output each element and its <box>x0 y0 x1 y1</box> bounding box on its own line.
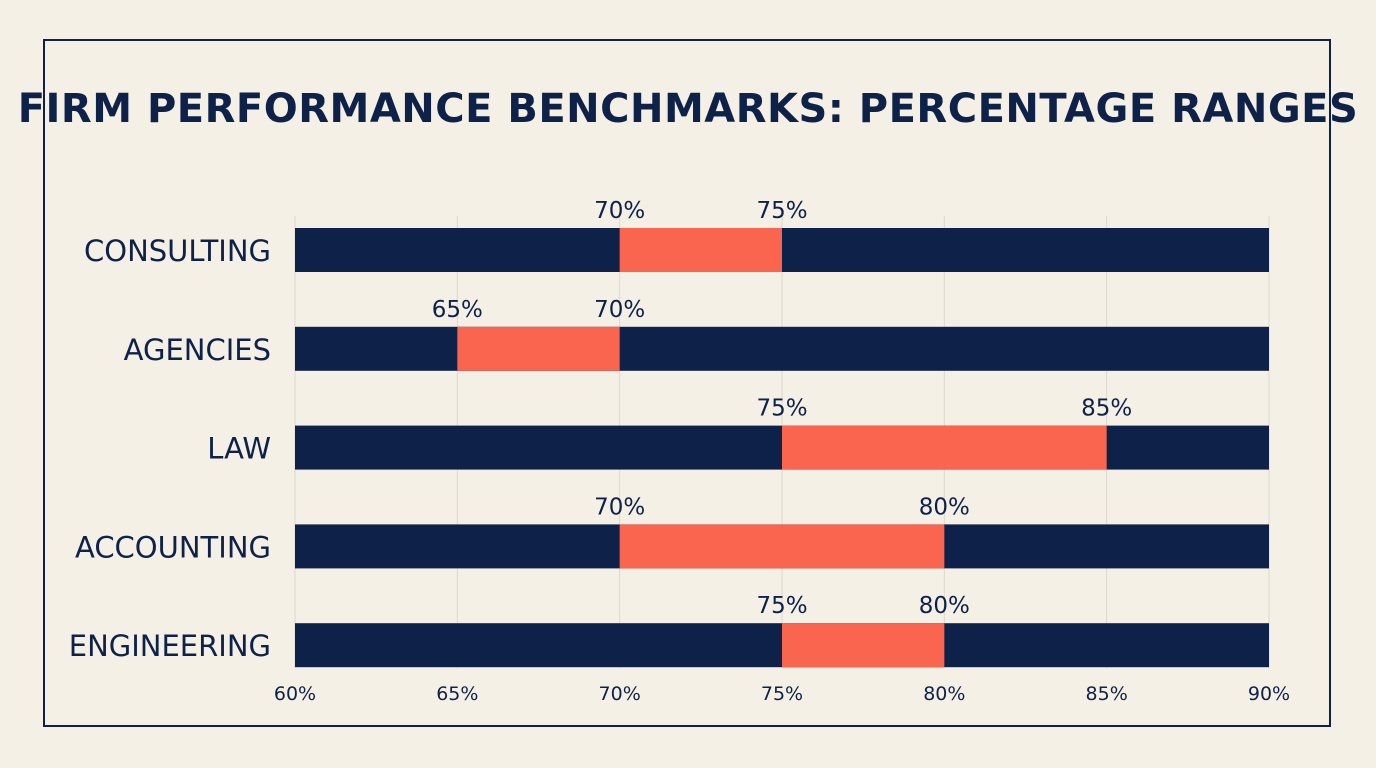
range-segment <box>457 326 620 371</box>
range-low-label: 70% <box>594 198 645 224</box>
x-tick-label: 60% <box>274 683 316 705</box>
x-tick-label: 85% <box>1086 683 1128 705</box>
x-tick-label: 90% <box>1248 683 1290 705</box>
x-tick-label: 70% <box>599 683 641 705</box>
range-low-label: 75% <box>756 593 807 619</box>
range-high-label: 75% <box>756 198 807 224</box>
x-tick-label: 80% <box>923 683 965 705</box>
x-tick-label: 65% <box>436 683 478 705</box>
chart-title: FIRM PERFORMANCE BENCHMARKS: PERCENTAGE … <box>17 86 1359 132</box>
chart-frame <box>43 39 1331 727</box>
range-segment <box>619 228 782 272</box>
range-low-label: 75% <box>756 396 807 422</box>
range-segment <box>619 524 945 569</box>
range-segment <box>782 623 945 668</box>
range-high-label: 80% <box>919 593 970 619</box>
category-label: CONSULTING <box>84 234 271 268</box>
range-high-label: 85% <box>1081 396 1132 422</box>
range-segment <box>782 425 1107 470</box>
range-low-label: 70% <box>594 494 645 520</box>
x-tick-label: 75% <box>761 683 803 705</box>
category-label: ENGINEERING <box>69 629 271 663</box>
category-label: ACCOUNTING <box>75 530 271 564</box>
category-label: AGENCIES <box>124 333 271 367</box>
category-label: LAW <box>207 432 271 466</box>
range-low-label: 65% <box>432 297 483 323</box>
bar-track <box>295 326 1269 371</box>
range-high-label: 70% <box>594 297 645 323</box>
range-high-label: 80% <box>919 494 970 520</box>
